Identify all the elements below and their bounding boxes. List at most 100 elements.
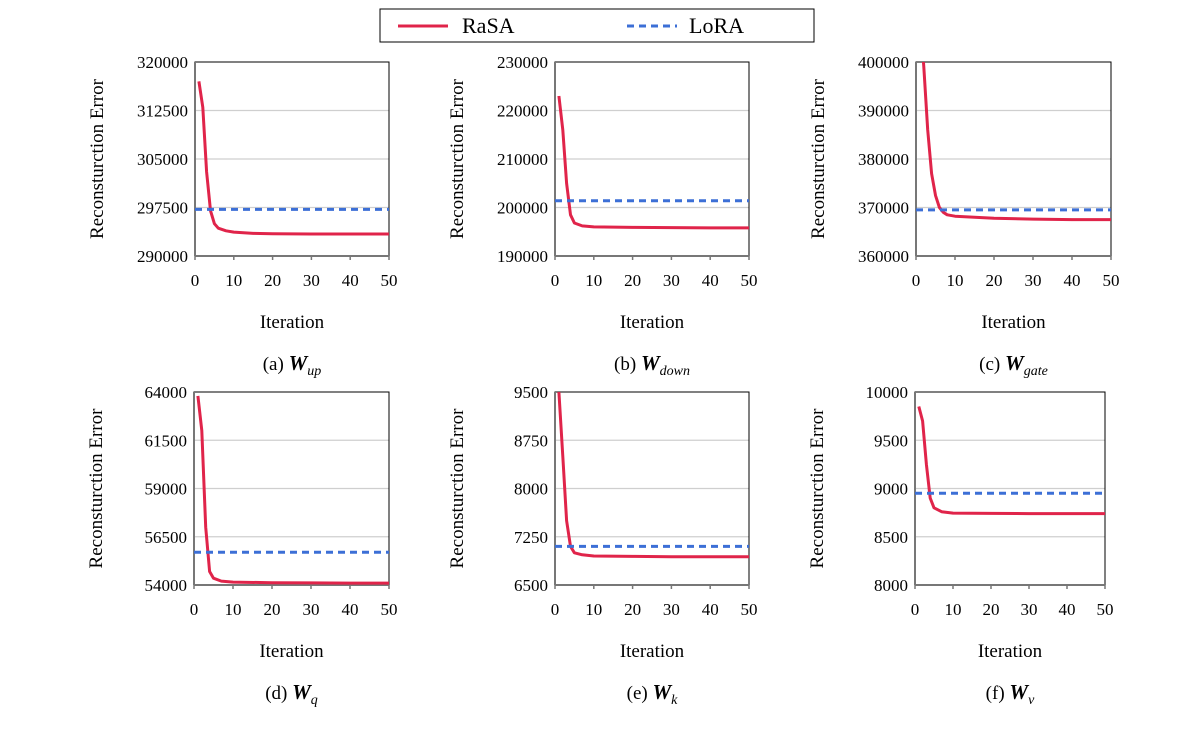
x-tick-label: 20 (264, 271, 281, 290)
y-tick-label: 390000 (858, 102, 909, 121)
x-tick-label: 50 (1103, 271, 1120, 290)
x-tick-label: 30 (303, 600, 320, 619)
y-tick-label: 9500 (874, 431, 908, 450)
x-axis-label: Iteration (260, 312, 325, 333)
y-tick-label: 320000 (137, 53, 188, 72)
caption-letter: (e) (627, 683, 653, 704)
series-line-rasa (557, 392, 749, 559)
subplot-3: 360000 370000 380000 390000 400000 0 10 20 30 40 5… (808, 53, 1120, 379)
x-tick-label: 10 (585, 600, 602, 619)
y-tick-label: 220000 (497, 102, 548, 121)
subplot-caption: (c) Wgate (979, 351, 1048, 379)
y-axis-label: Reconsturction Error (808, 78, 829, 239)
x-tick-label: 40 (702, 271, 719, 290)
caption-symbol: W (289, 351, 309, 375)
series-line-rasa (196, 395, 389, 585)
caption-subscript: gate (1024, 364, 1048, 379)
legend-rasa-label: RaSA (462, 13, 515, 38)
caption-symbol: W (652, 680, 672, 704)
x-axis-label: Iteration (259, 641, 324, 662)
x-axis-label: Iteration (981, 312, 1046, 333)
x-tick-label: 50 (741, 271, 758, 290)
x-tick-label: 10 (947, 271, 964, 290)
x-tick-label: 50 (381, 271, 398, 290)
y-tick-label: 190000 (497, 247, 548, 266)
y-tick-label: 297500 (137, 199, 188, 218)
x-tick-label: 50 (741, 600, 758, 619)
caption-subscript: q (311, 693, 318, 708)
x-tick-label: 0 (551, 600, 560, 619)
y-tick-label: 8500 (874, 528, 908, 547)
y-tick-label: 9500 (514, 383, 548, 402)
y-tick-label: 56500 (145, 528, 188, 547)
y-tick-label: 61500 (145, 431, 188, 450)
x-tick-label: 0 (912, 271, 921, 290)
y-tick-label: 54000 (145, 576, 188, 595)
x-axis-label: Iteration (620, 641, 685, 662)
x-tick-label: 30 (303, 271, 320, 290)
y-tick-label: 200000 (497, 199, 548, 218)
caption-letter: (b) (614, 354, 641, 375)
x-tick-label: 30 (663, 600, 680, 619)
x-tick-label: 40 (342, 271, 359, 290)
y-tick-label: 7250 (514, 528, 548, 547)
subplot-caption: (f) Wv (986, 680, 1035, 708)
x-tick-label: 40 (1064, 271, 1081, 290)
x-tick-label: 20 (624, 600, 641, 619)
caption-letter: (c) (979, 354, 1005, 375)
y-tick-label: 210000 (497, 150, 548, 169)
subplot-4: 54000 56500 59000 61500 64000 0 10 20 30 40 50 Iter… (86, 383, 398, 708)
x-tick-label: 20 (983, 600, 1000, 619)
x-tick-label: 30 (1025, 271, 1042, 290)
legend: RaSA LoRA (379, 8, 815, 43)
series-line-rasa (917, 406, 1105, 516)
y-tick-label: 9000 (874, 480, 908, 499)
x-tick-label: 0 (191, 271, 200, 290)
subplot-5: 6500 7250 8000 8750 9500 0 10 20 30 40 50 Iteration… (447, 383, 758, 708)
series-line-rasa (197, 81, 389, 236)
x-tick-label: 10 (585, 271, 602, 290)
x-tick-label: 10 (225, 600, 242, 619)
caption-symbol: W (1005, 351, 1025, 375)
y-tick-label: 8000 (514, 480, 548, 499)
x-tick-label: 40 (1059, 600, 1076, 619)
y-axis-label: Reconsturction Error (86, 408, 107, 569)
caption-letter: (d) (265, 683, 292, 704)
x-axis-label: Iteration (978, 641, 1043, 662)
x-tick-label: 20 (624, 271, 641, 290)
y-tick-label: 400000 (858, 53, 909, 72)
y-tick-label: 10000 (866, 383, 909, 402)
x-tick-label: 30 (1021, 600, 1038, 619)
x-tick-label: 10 (945, 600, 962, 619)
subplot-1: 290000 297500 305000 312500 320000 0 10 20 30 40 5… (87, 53, 398, 379)
caption-symbol: W (1009, 680, 1029, 704)
caption-letter: (a) (263, 354, 289, 375)
caption-subscript: up (307, 364, 321, 379)
caption-symbol: W (292, 680, 312, 704)
caption-letter: (f) (986, 683, 1010, 704)
x-tick-label: 30 (663, 271, 680, 290)
x-tick-label: 0 (190, 600, 199, 619)
subplot-2: 190000 200000 210000 220000 230000 0 10 20 30 40 5… (447, 53, 758, 379)
subplot-6: 8000 8500 9000 9500 10000 0 10 20 30 40 50 Iteratio… (807, 383, 1114, 708)
x-tick-label: 0 (911, 600, 920, 619)
y-tick-label: 8000 (874, 576, 908, 595)
y-axis-label: Reconsturction Error (447, 78, 468, 239)
y-tick-label: 230000 (497, 53, 548, 72)
series-line-rasa (921, 62, 1111, 222)
caption-subscript: k (671, 693, 678, 708)
x-tick-label: 50 (381, 600, 398, 619)
series-line-rasa (557, 95, 749, 230)
y-tick-label: 305000 (137, 150, 188, 169)
legend-lora-label: LoRA (689, 13, 744, 38)
caption-subscript: down (660, 364, 690, 379)
y-axis-label: Reconsturction Error (807, 408, 828, 569)
x-tick-label: 20 (986, 271, 1003, 290)
y-tick-label: 380000 (858, 150, 909, 169)
y-tick-label: 290000 (137, 247, 188, 266)
x-tick-label: 10 (225, 271, 242, 290)
x-axis-label: Iteration (620, 312, 685, 333)
y-axis-label: Reconsturction Error (447, 408, 468, 569)
subplot-caption: (d) Wq (265, 680, 318, 708)
